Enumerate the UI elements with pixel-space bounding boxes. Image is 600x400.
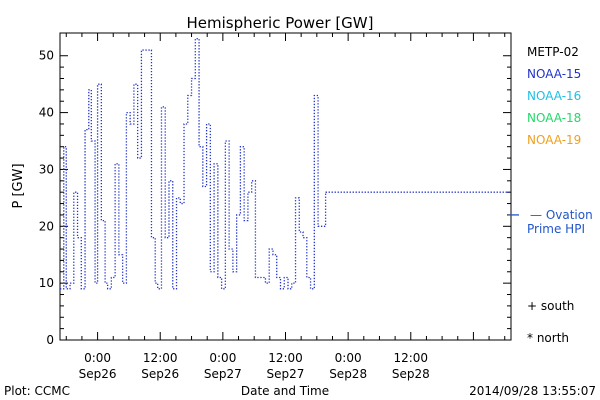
- x-tick-label: Sep27: [204, 367, 242, 381]
- legend-entry: NOAA-15: [527, 67, 581, 81]
- north-marker-key: * north: [527, 331, 569, 345]
- x-tick-label: 0:00: [335, 351, 362, 365]
- plot-frame: [59, 32, 512, 341]
- y-tick-label: 30: [39, 162, 54, 176]
- x-axis-label: Date and Time: [241, 384, 329, 398]
- x-tick-label: Sep28: [329, 367, 367, 381]
- legend-entry: NOAA-16: [527, 89, 581, 103]
- y-tick-label: 40: [39, 106, 54, 120]
- x-tick-label: Sep26: [141, 367, 179, 381]
- y-tick-label: 50: [39, 49, 54, 63]
- ovation-label-line2: Prime HPI: [527, 222, 585, 236]
- x-tick-label: 12:00: [393, 351, 428, 365]
- footer-plot-credit: Plot: CCMC: [4, 384, 70, 398]
- x-tick-label: 12:00: [268, 351, 303, 365]
- x-tick-label: Sep26: [79, 367, 117, 381]
- footer-timestamp: 2014/09/28 13:55:07: [469, 384, 596, 398]
- x-tick-label: 0:00: [84, 351, 111, 365]
- ovation-annotation: — Ovation Prime HPI: [527, 208, 593, 236]
- series-line-noaa-15: [60, 38, 327, 290]
- y-tick-label: 10: [39, 276, 54, 290]
- ovation-label-line1: — Ovation: [530, 208, 593, 222]
- x-tick-label: 12:00: [143, 351, 178, 365]
- x-tick-label: Sep28: [392, 367, 430, 381]
- y-axis: 0 10 20 30 40 50: [39, 49, 511, 347]
- x-tick-label: Sep27: [267, 367, 305, 381]
- legend-entry: NOAA-19: [527, 133, 581, 147]
- legend-entry: NOAA-18: [527, 111, 581, 125]
- series-layer: [60, 38, 519, 290]
- legend-entry: METP-02: [527, 45, 579, 59]
- x-axis: 0:00 Sep26 12:00 Sep26 0:00 Sep27 12:00 Sep27 0:…: [65, 33, 506, 381]
- plot-area: 0 10 20 30 40 50 0:00 Sep26 12:00 Sep26 0:00 Sep27…: [39, 32, 519, 381]
- y-tick-label: 20: [39, 219, 54, 233]
- y-tick-label: 0: [46, 333, 54, 347]
- x-tick-label: 0:00: [209, 351, 236, 365]
- y-axis-label: P [GW]: [11, 163, 26, 208]
- south-marker-key: + south: [527, 299, 574, 313]
- legend: METP-02 NOAA-15 NOAA-16 NOAA-18 NOAA-19: [527, 45, 581, 147]
- chart-title: Hemispheric Power [GW]: [187, 14, 374, 32]
